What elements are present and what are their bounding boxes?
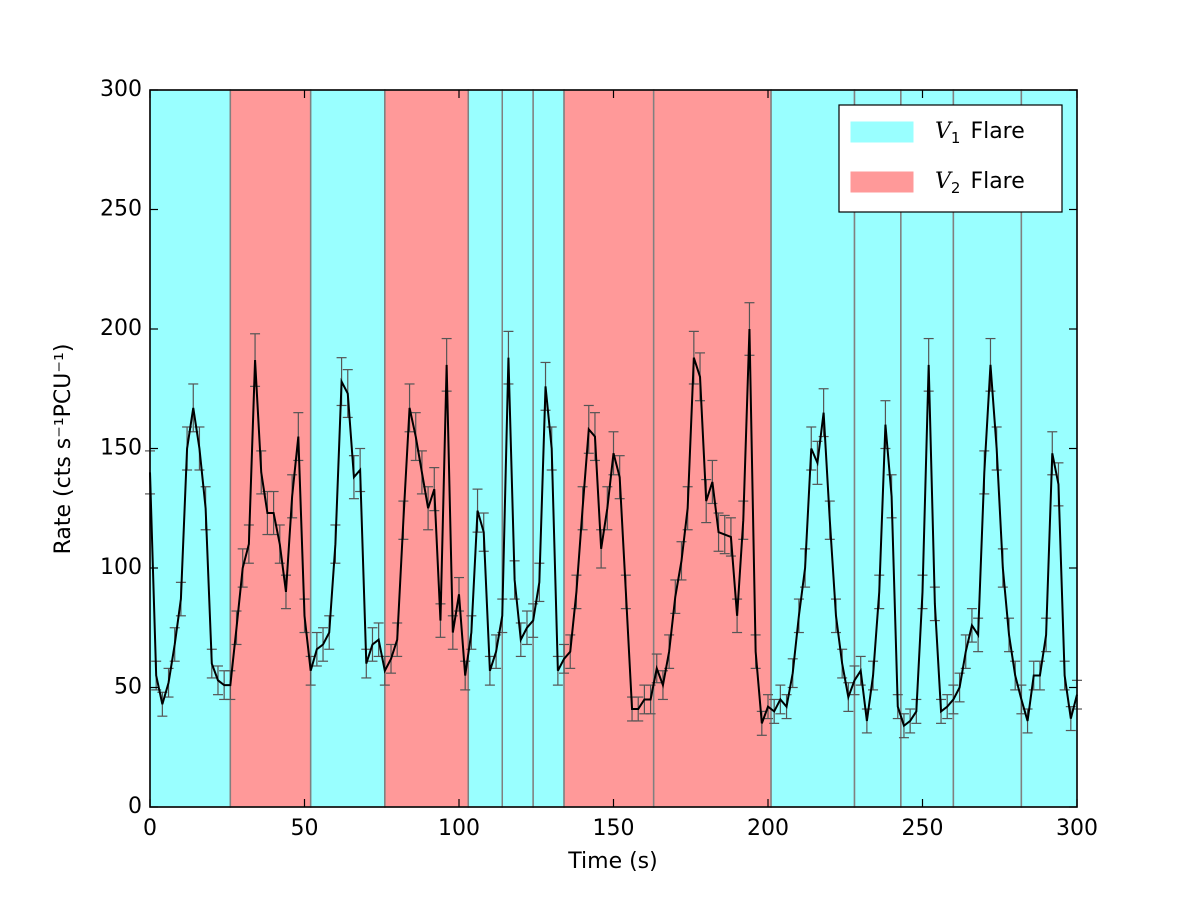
x-tick-label: 150 — [593, 816, 635, 841]
y-tick-label: 50 — [114, 675, 142, 700]
flare-region — [384, 89, 470, 808]
legend-subscript: 1 — [951, 129, 961, 147]
legend-label: V2 Flare — [935, 169, 1025, 197]
legend-symbol: V — [935, 119, 953, 144]
flare-region — [309, 89, 386, 808]
legend-text: Flare — [970, 169, 1024, 194]
legend-label: V1 Flare — [935, 119, 1025, 147]
x-tick-label: 250 — [902, 816, 944, 841]
y-tick-label: 100 — [100, 555, 142, 580]
y-tick-label: 250 — [100, 197, 142, 222]
flare-region — [467, 89, 504, 808]
x-tick-label: 200 — [747, 816, 789, 841]
flare-region — [563, 89, 655, 808]
y-tick-label: 200 — [100, 316, 142, 341]
x-axis-label: Time (s) — [567, 849, 657, 874]
y-axis-label: Rate (cts s⁻¹PCU⁻¹) — [51, 344, 76, 555]
legend-symbol: V — [935, 169, 953, 194]
legend-swatch — [850, 121, 914, 143]
rate-line — [149, 328, 1078, 728]
legend-text: Flare — [970, 119, 1024, 144]
legend-subscript: 2 — [951, 179, 961, 197]
flare-region — [532, 89, 565, 808]
x-tick-label: 50 — [291, 816, 319, 841]
y-tick-label: 0 — [128, 794, 142, 819]
x-tick-label: 100 — [438, 816, 480, 841]
flare-region — [652, 89, 772, 808]
y-tick-label: 300 — [100, 77, 142, 102]
y-tick-label: 150 — [100, 436, 142, 461]
x-tick-label: 0 — [143, 816, 157, 841]
x-tick-label: 300 — [1056, 816, 1098, 841]
legend-swatch — [850, 171, 914, 193]
flare-region — [149, 89, 232, 808]
